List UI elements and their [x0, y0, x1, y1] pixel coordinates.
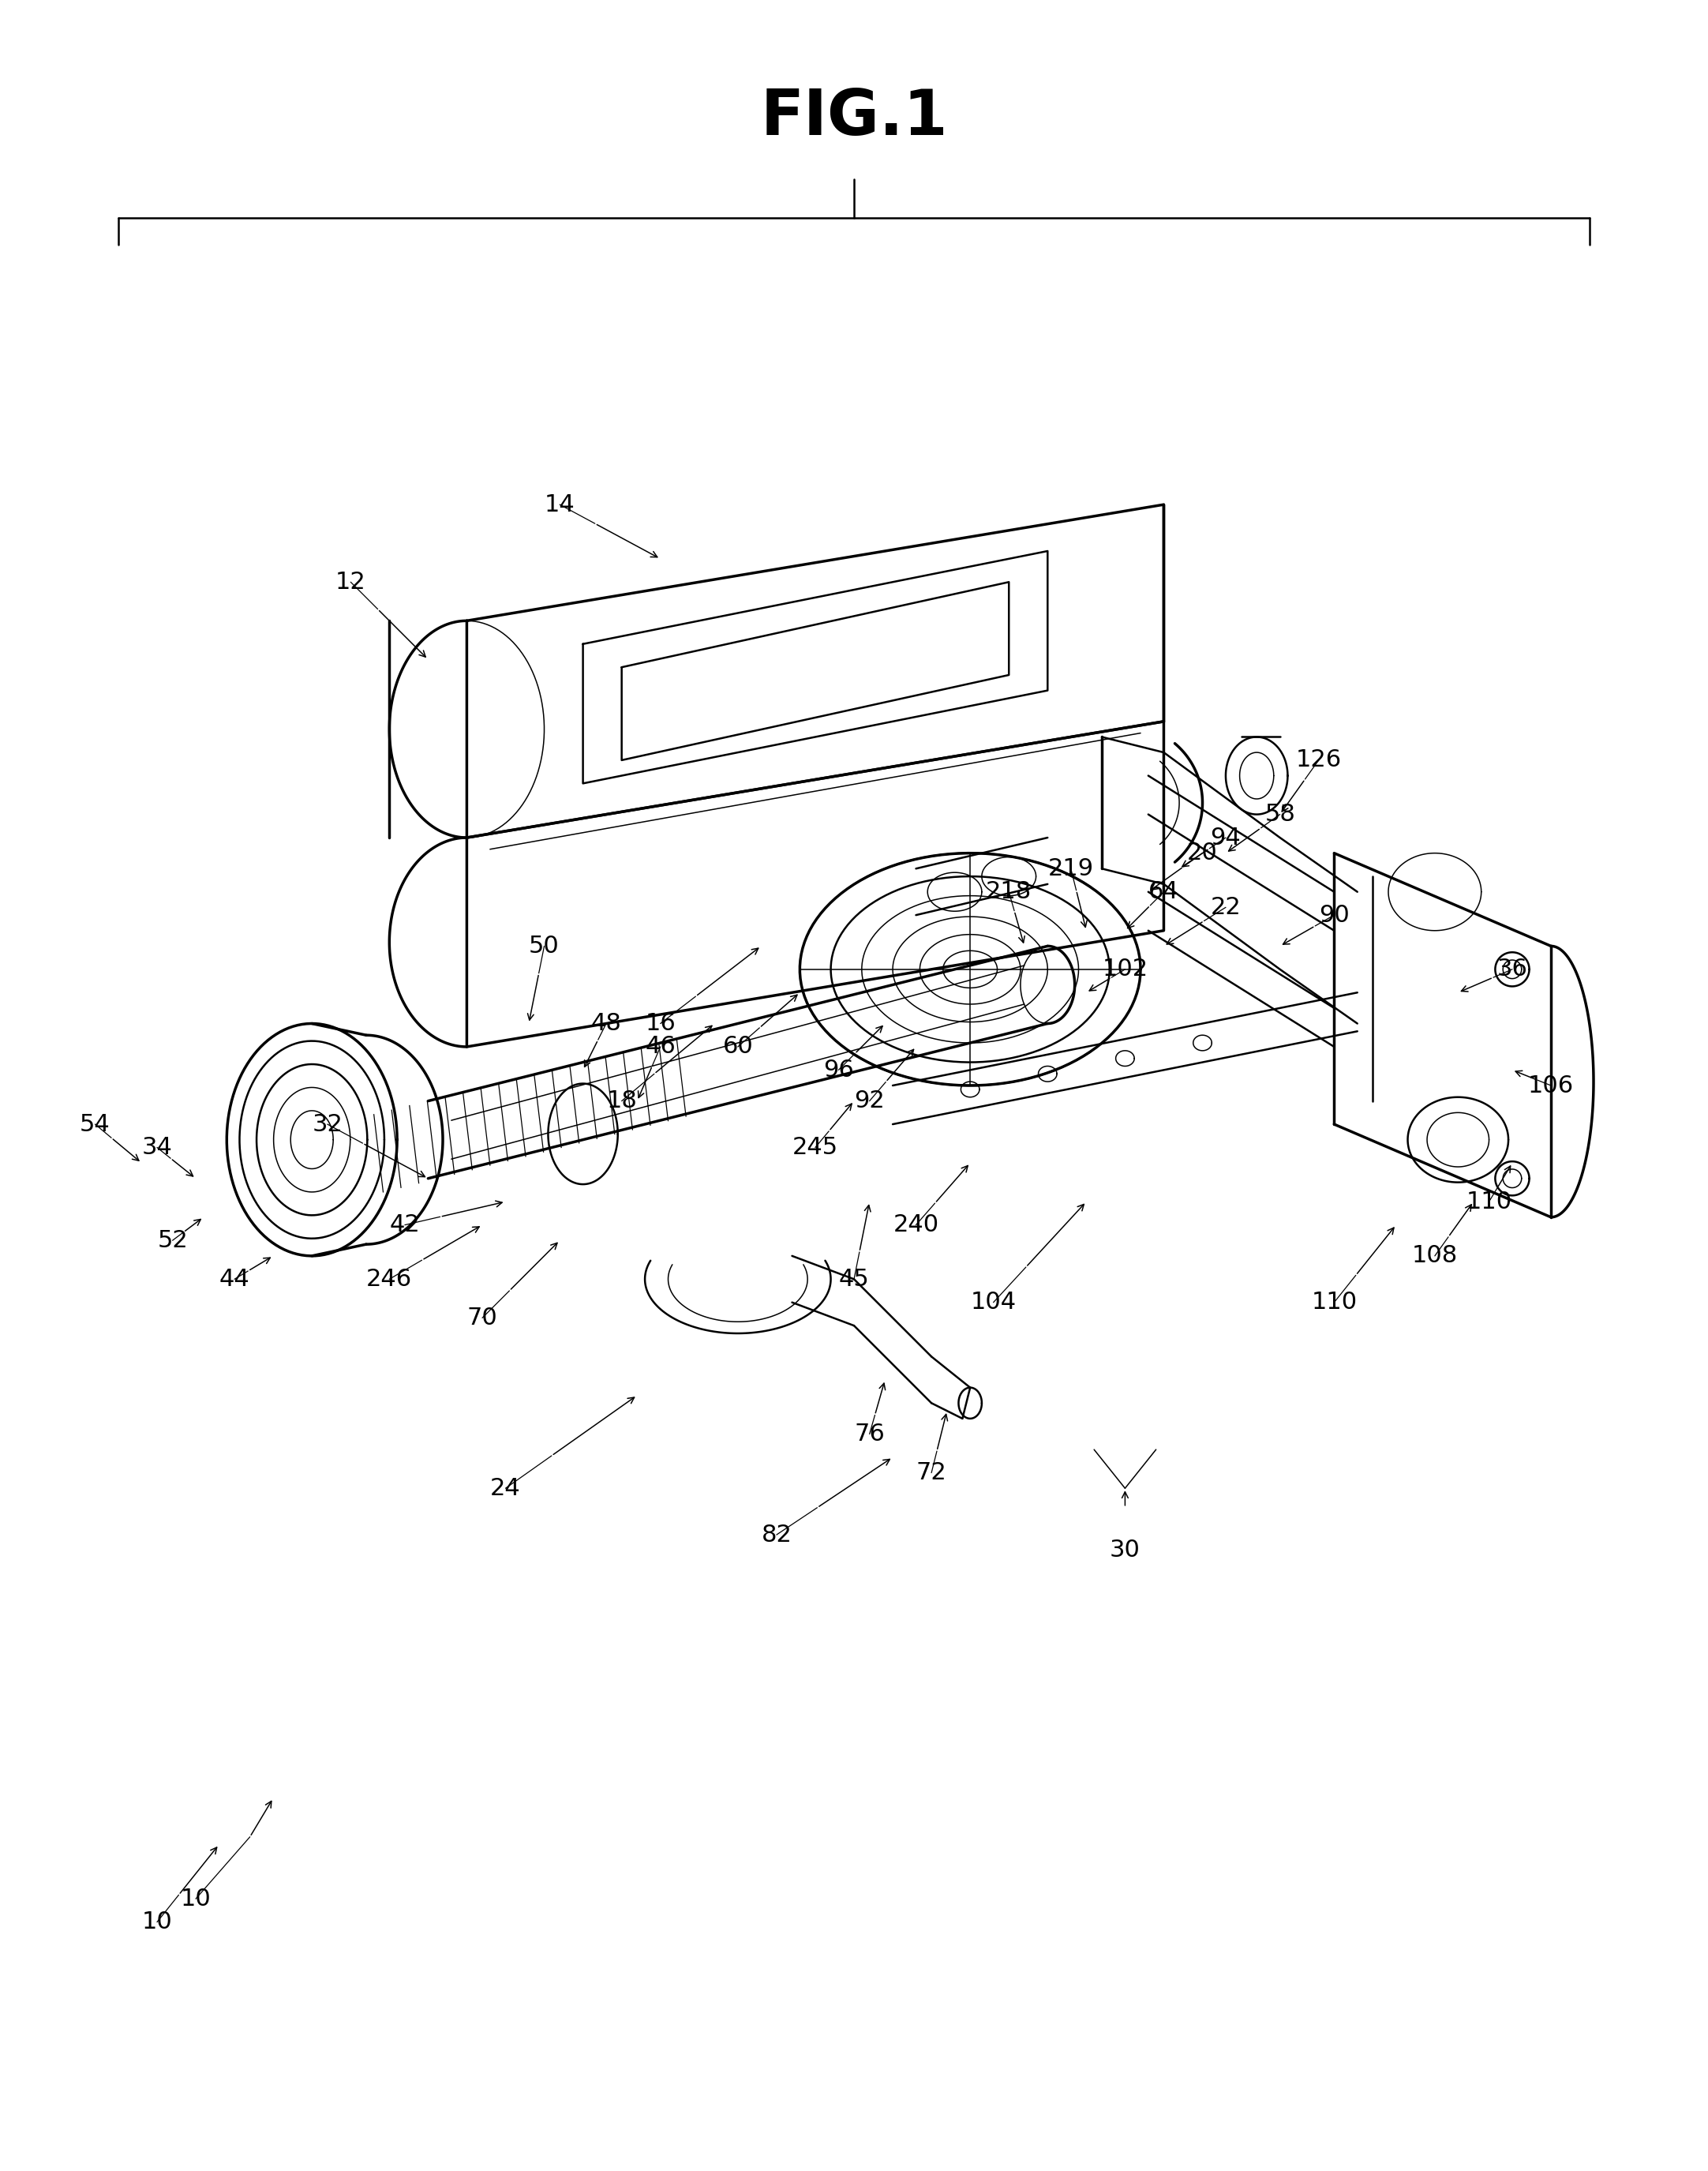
Text: 34: 34 [142, 1135, 173, 1159]
Text: 240: 240 [893, 1214, 939, 1235]
Text: 246: 246 [367, 1268, 412, 1290]
Text: 54: 54 [80, 1114, 111, 1135]
Text: 96: 96 [823, 1059, 854, 1081]
Text: 44: 44 [219, 1268, 249, 1290]
Text: 45: 45 [839, 1268, 869, 1290]
Text: 36: 36 [1496, 957, 1527, 981]
Text: 82: 82 [762, 1524, 793, 1546]
Text: 245: 245 [793, 1135, 839, 1159]
Text: 60: 60 [722, 1036, 753, 1057]
Text: 92: 92 [854, 1090, 885, 1112]
Text: 46: 46 [646, 1036, 676, 1057]
Text: 42: 42 [389, 1214, 420, 1235]
Text: 219: 219 [1049, 858, 1093, 879]
Text: 70: 70 [466, 1307, 497, 1329]
Text: 24: 24 [490, 1476, 521, 1500]
Text: 10: 10 [142, 1910, 173, 1934]
Text: 50: 50 [529, 936, 560, 957]
Text: 90: 90 [1319, 903, 1349, 927]
Text: 30: 30 [1110, 1539, 1141, 1561]
Text: 110: 110 [1465, 1190, 1512, 1214]
Text: 76: 76 [854, 1422, 885, 1446]
Text: 22: 22 [1211, 897, 1242, 918]
Text: 106: 106 [1529, 1075, 1573, 1096]
Text: 12: 12 [335, 571, 366, 593]
Text: 52: 52 [157, 1229, 188, 1253]
Text: 94: 94 [1211, 827, 1242, 849]
Text: 126: 126 [1296, 749, 1341, 771]
Text: 58: 58 [1264, 803, 1295, 825]
Text: 72: 72 [915, 1461, 946, 1485]
Text: 10: 10 [181, 1887, 212, 1910]
Text: FIG.1: FIG.1 [760, 87, 948, 148]
Text: 48: 48 [591, 1012, 622, 1036]
Text: 110: 110 [1312, 1292, 1358, 1313]
Text: 102: 102 [1102, 957, 1148, 981]
Text: 16: 16 [646, 1012, 676, 1036]
Text: 64: 64 [1148, 881, 1179, 903]
Text: 108: 108 [1413, 1244, 1459, 1268]
Text: 14: 14 [545, 493, 576, 517]
Text: 20: 20 [1187, 842, 1218, 864]
Text: 32: 32 [313, 1114, 343, 1135]
Text: 218: 218 [986, 881, 1032, 903]
Text: 104: 104 [970, 1292, 1016, 1313]
Text: 18: 18 [606, 1090, 637, 1112]
